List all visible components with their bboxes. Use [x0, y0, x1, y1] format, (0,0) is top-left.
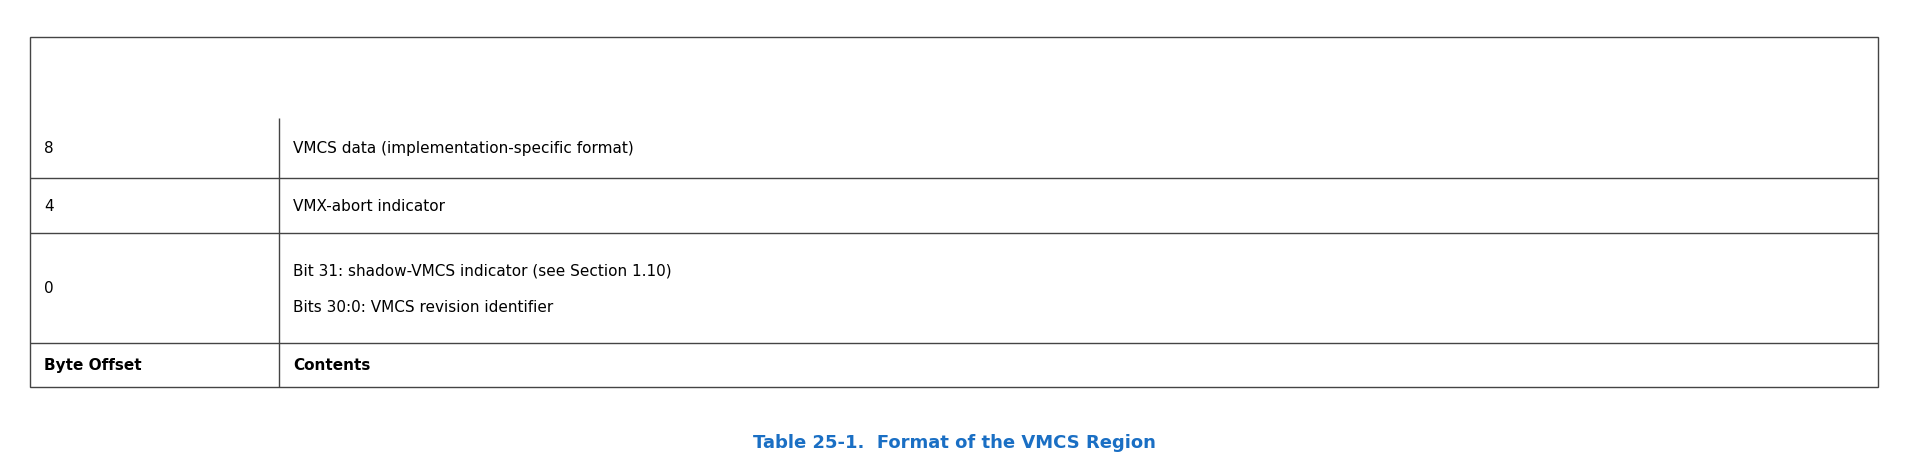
Text: Bit 31: shadow-VMCS indicator (see Section 1.10): Bit 31: shadow-VMCS indicator (see Secti… [294, 263, 671, 278]
Text: Bits 30:0: VMCS revision identifier: Bits 30:0: VMCS revision identifier [294, 299, 553, 314]
Text: Byte Offset: Byte Offset [44, 358, 141, 373]
Text: 4: 4 [44, 198, 53, 213]
Text: 0: 0 [44, 281, 53, 296]
Text: VMX-abort indicator: VMX-abort indicator [294, 198, 444, 213]
Bar [31, 38, 1876, 387]
Text: Contents: Contents [294, 358, 370, 373]
Text: 8: 8 [44, 141, 53, 156]
Text: VMCS data (implementation-specific format): VMCS data (implementation-specific forma… [294, 141, 633, 156]
Text: Table 25-1.  Format of the VMCS Region: Table 25-1. Format of the VMCS Region [751, 433, 1156, 451]
